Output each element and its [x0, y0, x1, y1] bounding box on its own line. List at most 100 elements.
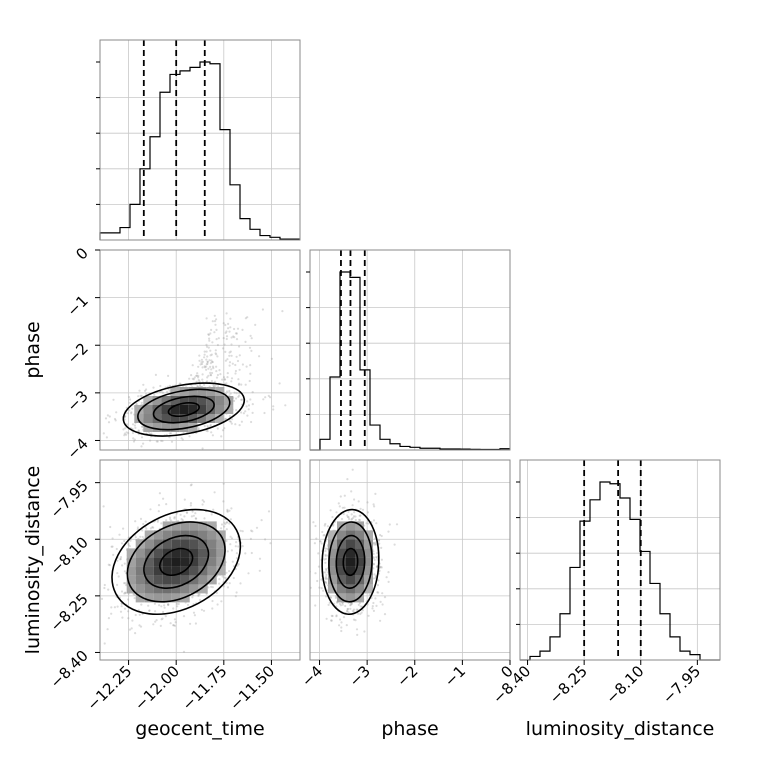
sample-point: [214, 352, 217, 355]
sample-point: [229, 317, 232, 320]
sample-point: [324, 581, 327, 584]
density-cell: [355, 557, 364, 567]
sample-point: [218, 578, 221, 581]
sample-point: [205, 317, 208, 320]
sample-point: [343, 494, 346, 497]
sample-point: [320, 587, 323, 590]
sample-point: [100, 597, 104, 601]
sample-point: [213, 314, 216, 317]
sample-point: [222, 500, 225, 503]
density-cell: [206, 387, 216, 396]
sample-point: [170, 519, 173, 522]
sample-point: [209, 423, 212, 427]
density-cell: [355, 521, 364, 531]
sample-point: [185, 511, 188, 514]
sample-point: [199, 598, 202, 602]
density-cell: [153, 575, 163, 585]
sample-point: [152, 386, 155, 389]
sample-point: [198, 380, 201, 383]
sample-point: [131, 619, 134, 622]
sample-point: [247, 408, 250, 411]
sample-point: [244, 552, 247, 555]
sample-point: [186, 511, 189, 514]
sample-point: [128, 409, 131, 412]
sample-point: [388, 523, 391, 526]
sample-point: [134, 613, 137, 617]
sample-point: [380, 566, 383, 569]
sample-point: [123, 434, 126, 437]
sample-point: [374, 542, 377, 545]
sample-point: [330, 619, 333, 622]
sample-point: [377, 539, 380, 542]
sample-point: [197, 428, 200, 431]
sample-point: [233, 399, 236, 402]
sample-point: [197, 593, 200, 596]
sample-point: [173, 517, 176, 520]
sample-point: [222, 482, 225, 485]
sample-point: [203, 356, 206, 359]
sample-point: [177, 602, 180, 606]
density-cell: [355, 548, 364, 558]
sample-point: [205, 350, 208, 353]
density-cell: [337, 548, 346, 558]
sample-point: [374, 597, 377, 600]
sample-point: [173, 516, 176, 519]
density-cell: [143, 405, 153, 414]
sample-point: [229, 535, 232, 538]
sample-point: [200, 361, 203, 364]
sample-point: [351, 504, 354, 507]
sample-point: [320, 542, 323, 545]
sample-point: [89, 405, 91, 407]
density-cell: [144, 575, 154, 585]
sample-point: [325, 617, 328, 620]
sample-point: [206, 380, 209, 383]
sample-point: [330, 614, 333, 618]
density-cell: [171, 548, 181, 558]
sample-point: [227, 327, 230, 330]
sample-point: [153, 393, 156, 396]
sample-point: [112, 553, 115, 557]
sample-point: [152, 526, 155, 529]
sample-point: [226, 376, 229, 379]
sample-point: [124, 427, 127, 430]
sample-point: [178, 382, 181, 385]
sample-point: [226, 509, 229, 513]
sample-point: [201, 378, 204, 381]
density-cell: [135, 593, 145, 603]
sample-point: [141, 529, 144, 532]
sample-point: [200, 608, 203, 611]
sample-point: [143, 389, 147, 392]
sample-point: [207, 367, 210, 370]
sample-point: [358, 518, 361, 521]
density-cell: [126, 548, 136, 558]
panel-frame-luminosity-distance-vs-phase: [309, 459, 511, 661]
density-cell: [337, 575, 346, 585]
sample-point: [324, 595, 328, 598]
sample-point: [210, 513, 213, 516]
density-cell: [328, 530, 337, 540]
sample-point: [211, 361, 214, 364]
sample-point: [154, 373, 157, 376]
contour-level-1: [159, 547, 194, 577]
sample-point: [228, 389, 231, 393]
sample-point: [216, 427, 219, 430]
density-cell: [207, 530, 217, 540]
sample-point: [86, 576, 88, 578]
sample-point: [324, 522, 327, 526]
density-cell: [152, 405, 162, 414]
sample-point: [230, 377, 234, 380]
sample-point: [154, 610, 157, 613]
sample-point: [222, 376, 226, 379]
sample-point: [249, 372, 252, 375]
sample-point: [168, 516, 172, 519]
sample-point: [213, 491, 216, 494]
sample-point: [128, 628, 131, 631]
density-cell: [346, 557, 355, 567]
sample-point: [201, 366, 204, 369]
sample-point: [331, 515, 334, 519]
sample-point: [340, 629, 343, 633]
sample-point: [228, 415, 231, 418]
sample-point: [376, 556, 379, 559]
sample-point: [314, 572, 317, 575]
sample-point: [173, 618, 176, 621]
